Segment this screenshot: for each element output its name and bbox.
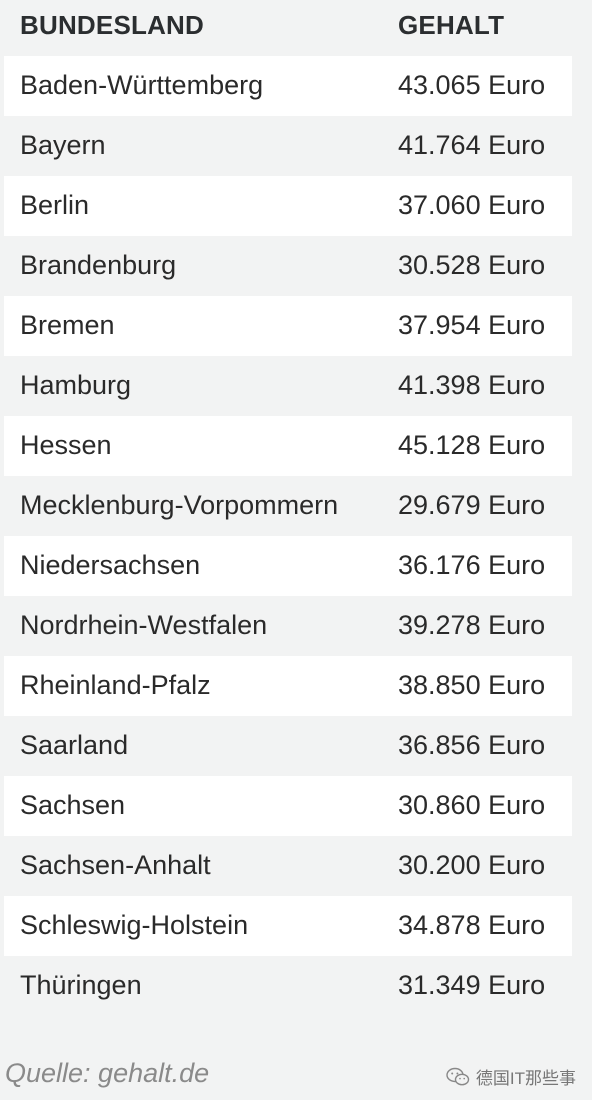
salary-table: BUNDESLAND GEHALT Baden-Württemberg 43.06… <box>4 0 572 1016</box>
table-row: Mecklenburg-Vorpommern 29.679 Euro <box>4 476 572 536</box>
table-row: Brandenburg 30.528 Euro <box>4 236 572 296</box>
table-row: Schleswig-Holstein 34.878 Euro <box>4 896 572 956</box>
cell-gehalt: 43.065 Euro <box>398 70 546 100</box>
cell-gehalt: 31.349 Euro <box>398 970 546 1000</box>
table-row: Niedersachsen 36.176 Euro <box>4 536 572 596</box>
table-row: Hessen 45.128 Euro <box>4 416 572 476</box>
table-row: Sachsen-Anhalt 30.200 Euro <box>4 836 572 896</box>
cell-gehalt: 34.878 Euro <box>398 910 546 940</box>
header-bundesland: BUNDESLAND <box>20 10 204 40</box>
cell-gehalt: 41.764 Euro <box>398 130 546 160</box>
table-row: Thüringen 31.349 Euro <box>4 956 572 1016</box>
cell-bundesland: Rheinland-Pfalz <box>20 670 211 700</box>
cell-bundesland: Sachsen <box>20 790 126 820</box>
table-row: Nordrhein-Westfalen 39.278 Euro <box>4 596 572 656</box>
cell-gehalt: 38.850 Euro <box>398 670 546 700</box>
cell-bundesland: Schleswig-Holstein <box>20 910 249 940</box>
cell-bundesland: Sachsen-Anhalt <box>20 850 211 880</box>
table-row: Bremen 37.954 Euro <box>4 296 572 356</box>
cell-gehalt: 45.128 Euro <box>398 430 546 460</box>
table-row: Saarland 36.856 Euro <box>4 716 572 776</box>
table-row: Sachsen 30.860 Euro <box>4 776 572 836</box>
cell-gehalt: 30.528 Euro <box>398 250 546 280</box>
cell-bundesland: Brandenburg <box>20 250 177 280</box>
cell-bundesland: Saarland <box>20 730 129 760</box>
table-row: Baden-Württemberg 43.065 Euro <box>4 56 572 116</box>
cell-bundesland: Nordrhein-Westfalen <box>20 610 268 640</box>
cell-bundesland: Thüringen <box>20 970 142 1000</box>
cell-gehalt: 36.176 Euro <box>398 550 546 580</box>
table-row: Hamburg 41.398 Euro <box>4 356 572 416</box>
cell-gehalt: 39.278 Euro <box>398 610 546 640</box>
table-row: Bayern 41.764 Euro <box>4 116 572 176</box>
cell-gehalt: 37.060 Euro <box>398 190 546 220</box>
table-header: BUNDESLAND GEHALT <box>4 0 572 56</box>
cell-gehalt: 41.398 Euro <box>398 370 546 400</box>
cell-bundesland: Bayern <box>20 130 106 160</box>
cell-gehalt: 30.200 Euro <box>398 850 546 880</box>
header-gehalt: GEHALT <box>398 10 505 40</box>
watermark-text: 德国IT那些事 <box>475 1069 576 1088</box>
cell-gehalt: 36.856 Euro <box>398 730 546 760</box>
watermark: 德国IT那些事 <box>446 1064 576 1089</box>
cell-bundesland: Hamburg <box>20 370 132 400</box>
table-row: Berlin 37.060 Euro <box>4 176 572 236</box>
cell-gehalt: 30.860 Euro <box>398 790 546 820</box>
table-row: Rheinland-Pfalz 38.850 Euro <box>4 656 572 716</box>
cell-bundesland: Mecklenburg-Vorpommern <box>20 490 339 520</box>
source-caption: Quelle: gehalt.de <box>5 1058 210 1088</box>
cell-bundesland: Berlin <box>20 190 90 220</box>
cell-bundesland: Hessen <box>20 430 112 460</box>
cell-bundesland: Bremen <box>20 310 115 340</box>
wechat-icon <box>446 1067 470 1085</box>
cell-gehalt: 29.679 Euro <box>398 490 546 520</box>
cell-gehalt: 37.954 Euro <box>398 310 546 340</box>
table-body: Baden-Württemberg 43.065 Euro Bayern 41.764… <box>4 56 572 1016</box>
cell-bundesland: Niedersachsen <box>20 550 201 580</box>
cell-bundesland: Baden-Württemberg <box>20 70 264 100</box>
